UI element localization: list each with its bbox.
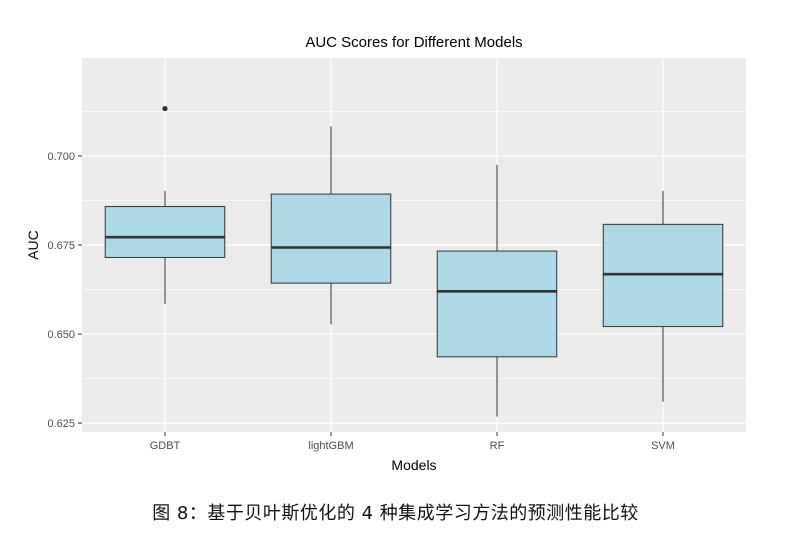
outlier-point [162,105,168,112]
y-tick-label: 0.650 [47,329,75,341]
box-GDBT [104,105,226,304]
box-lightGBM [270,126,392,325]
y-tick-label: 0.675 [47,240,75,252]
y-axis-ticks: 0.625 0.650 0.675 0.700 [47,151,82,430]
grid-minor [82,111,746,379]
x-tick-label: lightGBM [308,440,353,452]
x-axis-ticks: GDBT lightGBM RF SVM [150,432,675,452]
y-axis-label: AUC [25,230,41,260]
x-tick-label: GDBT [150,440,181,452]
chart-title: AUC Scores for Different Models [305,34,522,51]
box-body [104,206,226,258]
figure-caption: 图 8：基于贝叶斯优化的 4 种集成学习方法的预测性能比较 [152,503,639,524]
y-tick-label: 0.625 [47,418,75,430]
box-body [436,250,558,358]
x-tick-label: SVM [651,440,675,452]
box-SVM [602,190,724,402]
x-tick-label: RF [490,440,505,452]
y-tick-label: 0.700 [47,151,75,163]
auc-boxplot-chart: AUC Scores for Different Models 0.6250.6… [25,34,746,473]
box-RF [436,164,558,417]
boxes-layer [104,105,724,417]
x-axis-label: Models [391,457,436,473]
box-body [270,193,392,284]
